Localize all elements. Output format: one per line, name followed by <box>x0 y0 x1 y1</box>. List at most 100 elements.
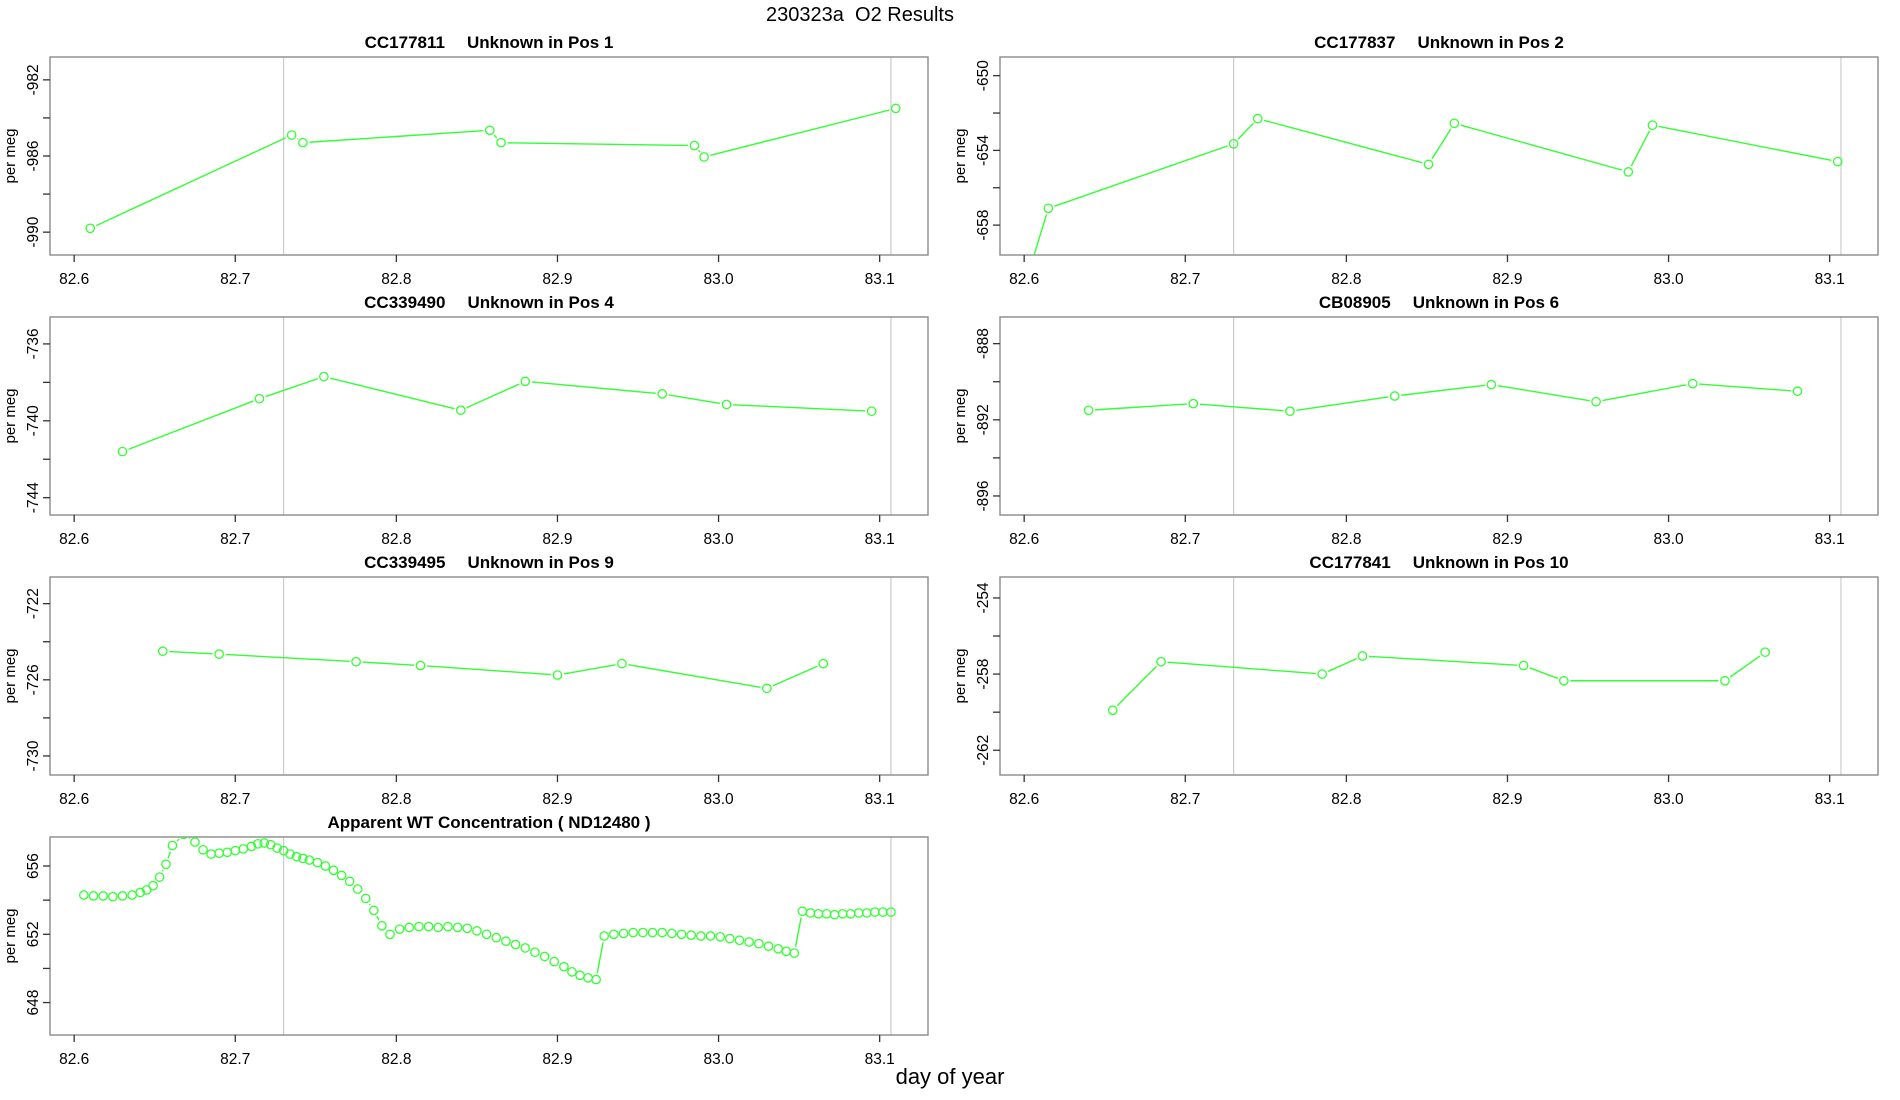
y-tick-label: -896 <box>975 480 992 511</box>
panel-cc339495: CC339495 Unknown in Pos 9 82.6 82.7 82.8 82.9… <box>2 553 929 808</box>
x-tick-label: 82.7 <box>220 1051 250 1068</box>
data-point <box>1559 675 1569 686</box>
x-tick-label: 82.7 <box>1170 271 1200 288</box>
data-line-segment <box>531 381 656 394</box>
data-line-segment <box>710 109 890 157</box>
data-line-segment <box>1529 667 1559 680</box>
data-line-segment <box>1431 128 1452 160</box>
data-line-segment <box>1729 655 1761 678</box>
x-tick-label: 82.9 <box>1492 791 1522 808</box>
data-point <box>404 922 415 933</box>
plot-frame <box>49 836 929 1036</box>
y-tick-label: -892 <box>975 404 992 435</box>
data-point <box>1423 159 1434 170</box>
data-point <box>763 941 774 952</box>
x-tick-label: 82.7 <box>1170 531 1200 548</box>
x-tick-label: 82.6 <box>1009 271 1039 288</box>
data-point <box>762 683 772 694</box>
panel-cc177837: CC177837 Unknown in Pos 2 82.6 82.7 82.8 82.9… <box>952 33 1879 288</box>
data-line-segment <box>1199 403 1284 412</box>
panel-title: CC339495 Unknown in Pos 9 <box>364 553 614 572</box>
x-tick-label: 83.1 <box>865 791 895 808</box>
data-point <box>117 891 128 901</box>
data-point <box>179 837 188 840</box>
data-line-segment <box>596 942 604 974</box>
x-tick-label: 82.6 <box>59 791 89 808</box>
data-line-segment <box>225 653 350 663</box>
data-point <box>753 938 764 949</box>
data-point <box>890 103 901 114</box>
series <box>78 837 896 985</box>
data-point <box>157 646 168 657</box>
x-tick-label: 82.8 <box>381 271 411 288</box>
x-tick-label: 82.8 <box>1331 271 1361 288</box>
y-axis-title: per meg <box>2 128 19 183</box>
x-tick-label: 83.1 <box>865 531 895 548</box>
data-point <box>198 844 208 855</box>
data-point <box>520 943 531 953</box>
data-point <box>559 961 569 972</box>
data-point <box>230 845 241 856</box>
data-point <box>1317 669 1328 679</box>
data-point <box>344 876 355 887</box>
data-point <box>861 908 872 918</box>
data-point <box>699 152 709 162</box>
data-point <box>455 405 466 416</box>
data-point <box>1518 660 1529 671</box>
data-point <box>167 840 178 851</box>
x-tick-label: 82.7 <box>220 531 250 548</box>
y-tick-label: -736 <box>25 328 42 359</box>
panel-title: CC177811 Unknown in Pos 1 <box>365 33 614 52</box>
data-point <box>666 928 677 939</box>
data-point <box>272 843 283 853</box>
data-point <box>781 946 792 957</box>
data-point <box>496 137 506 148</box>
data-point <box>1389 391 1400 401</box>
y-tick-label: -254 <box>975 582 992 613</box>
data-point <box>1188 398 1199 409</box>
data-line-segment <box>368 903 371 906</box>
data-line-segment <box>1401 384 1485 396</box>
data-line-segment <box>376 915 380 921</box>
data-point <box>617 658 627 669</box>
data-point <box>647 927 658 938</box>
panel-title: Apparent WT Concentration ( ND12480 ) <box>327 813 650 832</box>
data-point <box>214 649 225 659</box>
data-line-segment <box>563 664 616 675</box>
data-point <box>837 908 848 919</box>
data-point <box>433 922 444 933</box>
panel-cc177841: CC177841 Unknown in Pos 10 82.6 82.7 82.8 82.… <box>952 553 1879 808</box>
data-point <box>705 931 716 941</box>
data-line-segment <box>95 137 287 227</box>
data-point <box>286 130 297 140</box>
data-point <box>609 929 619 940</box>
data-point <box>1687 378 1698 389</box>
data-point <box>214 848 225 859</box>
data-point <box>1792 386 1803 397</box>
data-line-segment <box>507 142 688 147</box>
y-axis-title: per meg <box>952 388 969 443</box>
y-tick-label: -730 <box>25 740 42 771</box>
data-point <box>107 891 118 902</box>
panel-cc177811: CC177811 Unknown in Pos 1 82.6 82.7 82.8 82.9… <box>2 33 929 288</box>
data-point <box>845 908 856 919</box>
data-point <box>1228 139 1239 149</box>
data-point <box>715 932 726 942</box>
y-tick-label: -726 <box>25 664 42 695</box>
data-point <box>222 847 233 858</box>
data-line-segment <box>1368 655 1518 666</box>
data-point <box>328 865 339 876</box>
x-tick-label: 82.8 <box>381 791 411 808</box>
data-line-segment <box>128 400 254 450</box>
panel-apparent-wt-concentration-nd12480-: Apparent WT Concentration ( ND12480 ) 82.… <box>2 813 929 1068</box>
data-point <box>298 137 308 148</box>
data-point <box>1285 406 1295 417</box>
data-point <box>78 890 89 900</box>
data-point <box>721 399 732 410</box>
data-line-segment <box>426 665 552 676</box>
series <box>85 103 901 234</box>
data-line-segment <box>265 378 318 398</box>
panel-title: CC339490 Unknown in Pos 4 <box>364 293 614 312</box>
data-line-segment <box>1033 214 1048 255</box>
data-point <box>472 926 482 936</box>
